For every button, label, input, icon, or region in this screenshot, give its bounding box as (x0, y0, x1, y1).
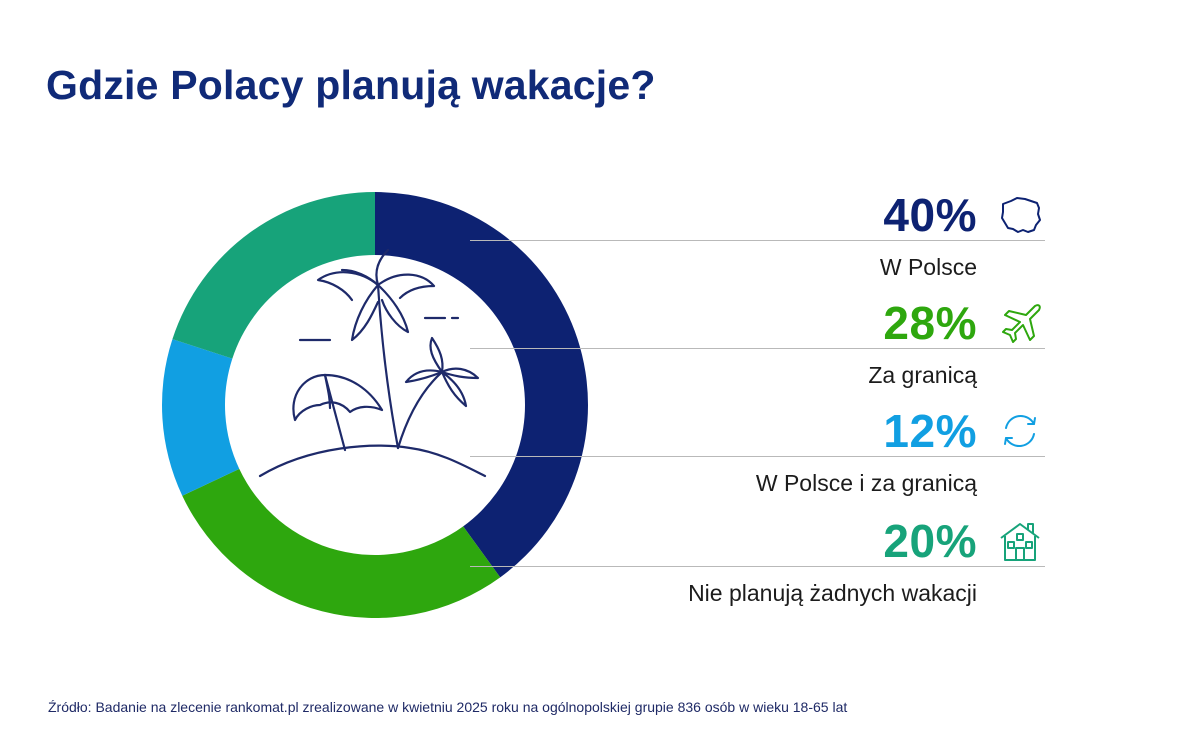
airplane-icon (1002, 304, 1041, 343)
legend-row-w-polsce: 40% W Polsce (470, 190, 1045, 300)
donut-slice-2 (182, 468, 501, 618)
divider (470, 240, 1045, 241)
donut-slice-4 (172, 192, 375, 359)
category-label: Nie planują żadnych wakacji (688, 580, 977, 606)
legend-row-za-granica: 28% Za granicą (470, 298, 1045, 408)
poland-map-icon (1001, 197, 1041, 233)
category-label: W Polsce i za granicą (755, 470, 977, 496)
divider (470, 456, 1045, 457)
divider (470, 348, 1045, 349)
percent-value: 20% (883, 515, 977, 567)
source-note: Źródło: Badanie na zlecenie rankomat.pl … (48, 699, 848, 715)
chart-title: Gdzie Polacy planują wakacje? (46, 62, 656, 108)
cycle-arrows-icon (1004, 414, 1036, 448)
legend-row-nie-planuja: 20% Nie planują żadnych wakacji (470, 516, 1045, 626)
category-label: Za granicą (868, 362, 977, 388)
donut-chart (161, 192, 589, 618)
percent-value: 12% (883, 405, 977, 457)
legend-row-w-polsce-i-za-granica: 12% W Polsce i za granicą (470, 406, 1045, 516)
category-label: W Polsce (879, 254, 977, 280)
palm-island-umbrella-icon (258, 248, 487, 478)
donut-slice-3 (161, 339, 240, 496)
donut-slice-1 (375, 192, 589, 578)
percent-value: 40% (883, 189, 977, 241)
house-icon (1000, 523, 1040, 561)
percent-value: 28% (883, 297, 977, 349)
legend: 40% W Polsce 28% Za granicą 12% W Polsce… (470, 0, 1045, 745)
divider (470, 566, 1045, 567)
